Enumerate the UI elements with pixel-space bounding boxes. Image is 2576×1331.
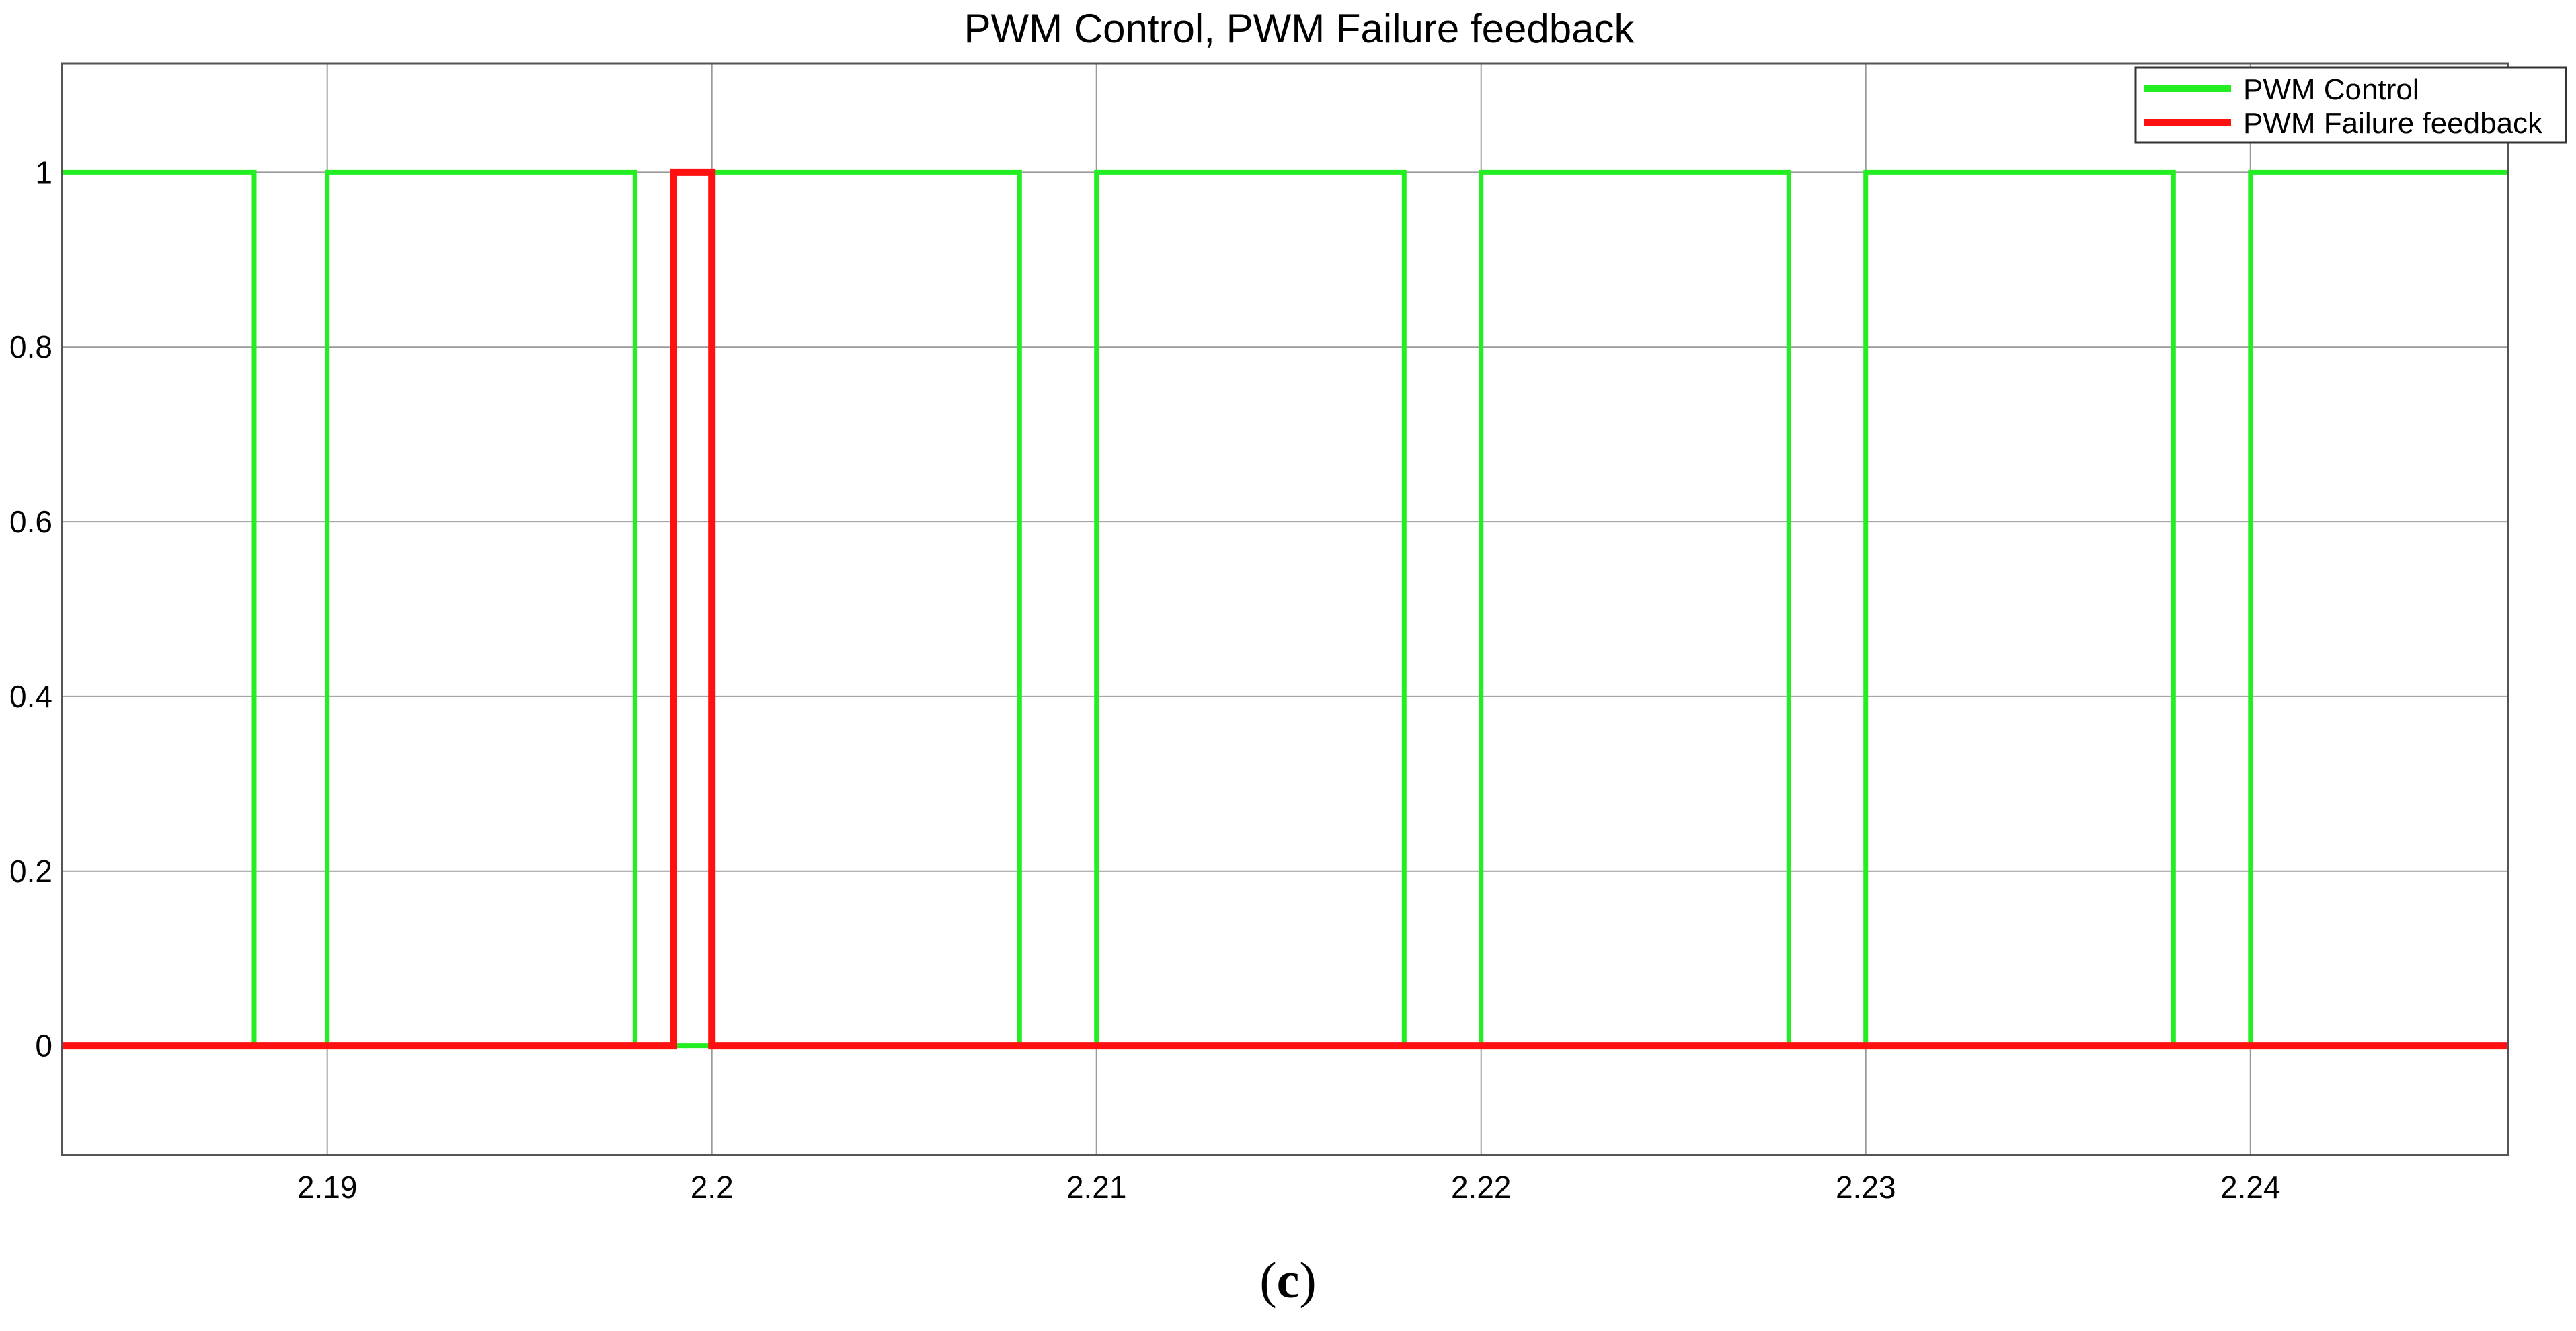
y-tick-label: 0.6 [9,504,52,539]
legend: PWM Control PWM Failure feedback [2134,66,2567,144]
x-tick-label: 2.2 [691,1170,734,1205]
caption-letter: c [1276,1252,1300,1309]
figure-caption: (c) [0,1252,2576,1310]
legend-label-pwm-control: PWM Control [2243,73,2419,106]
x-tick-labels: 2.19 2.2 2.21 2.22 2.23 2.24 [297,1170,2281,1205]
caption-close-paren: ) [1299,1252,1317,1309]
y-tick-label: 0 [35,1028,52,1063]
y-tick-label: 0.8 [9,329,52,364]
x-tick-label: 2.23 [1836,1170,1896,1205]
series-lines [62,168,2508,1050]
y-tick-label: 1 [35,155,52,190]
caption-open-paren: ( [1259,1252,1277,1309]
x-tick-label: 2.24 [2220,1170,2281,1205]
plot-area [62,63,2508,1155]
series-line-pwm-failure-feedback [62,168,2508,1050]
x-tick-label: 2.22 [1451,1170,1512,1205]
plot-frame [61,62,2509,1156]
y-tick-label: 0.4 [9,679,52,714]
chart-title: PWM Control, PWM Failure feedback [964,6,1635,51]
legend-box [2134,66,2567,144]
legend-label-pwm-failure-feedback: PWM Failure feedback [2243,107,2543,140]
x-tick-label: 2.19 [297,1170,358,1205]
pwm-chart: PWM Control, PWM Failure feedback 0 0.2 0.… [9,6,2567,1205]
x-tick-label: 2.21 [1066,1170,1127,1205]
series-line-pwm-control [62,169,2508,1049]
y-tick-labels: 0 0.2 0.4 0.6 0.8 1 [9,155,52,1063]
y-tick-label: 0.2 [9,854,52,889]
